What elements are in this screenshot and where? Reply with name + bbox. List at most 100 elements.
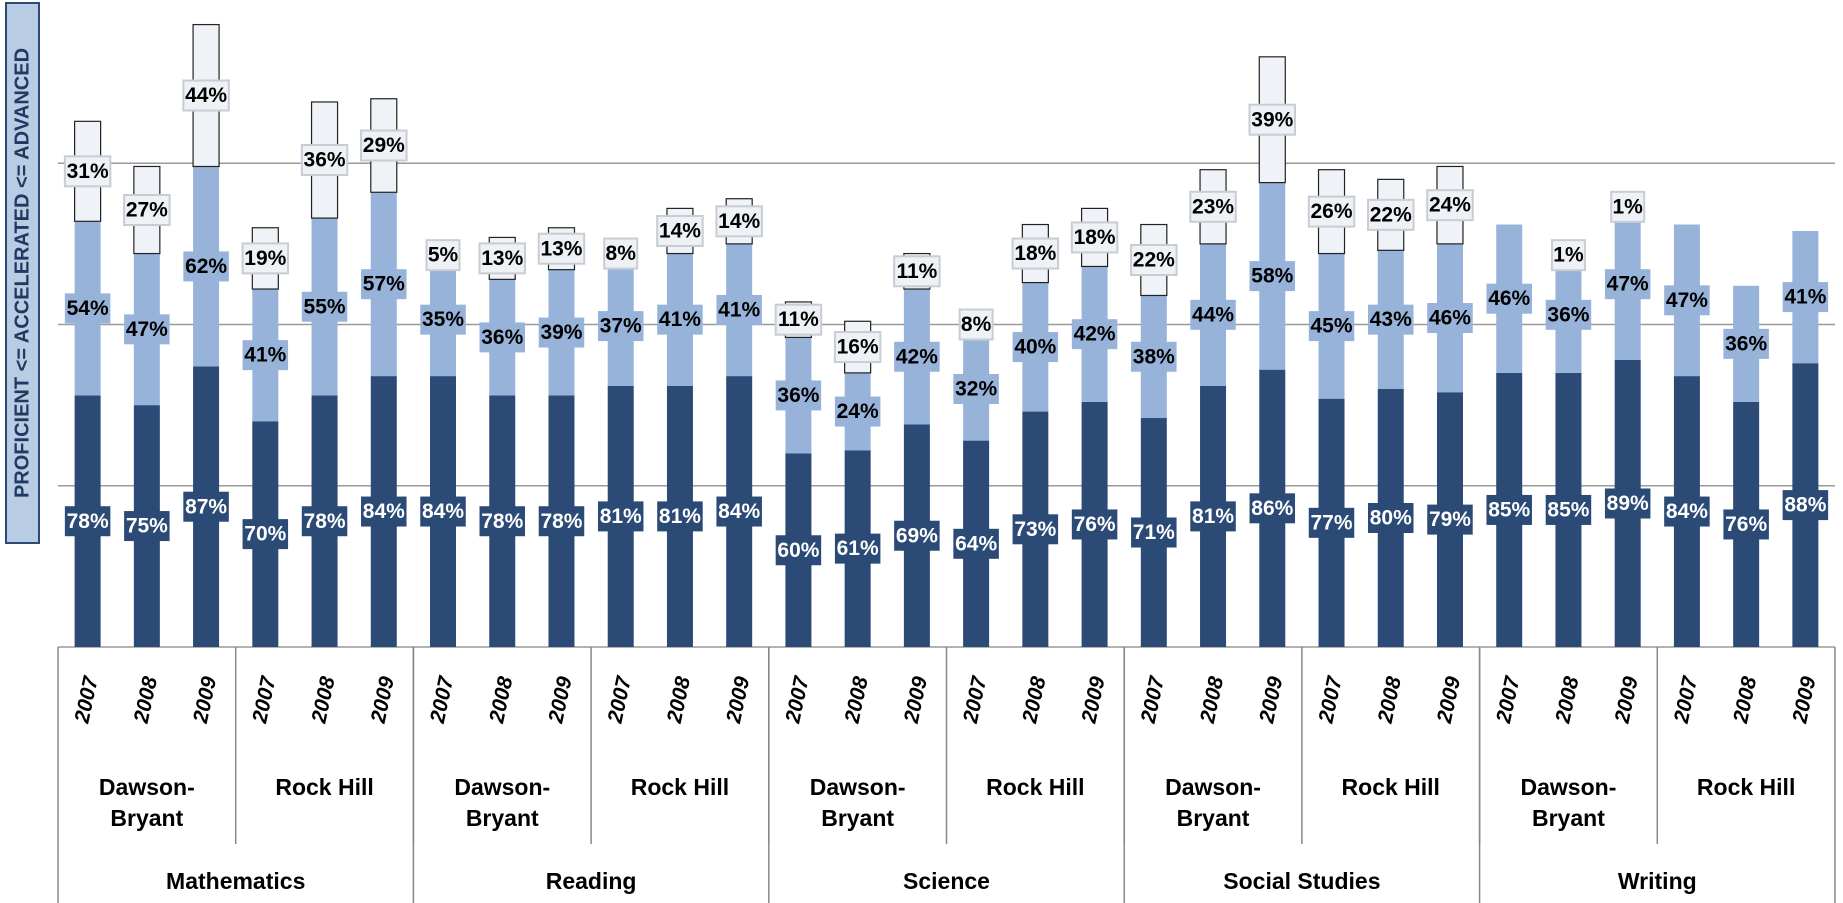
value-label-box bbox=[597, 311, 644, 342]
value-label-box bbox=[242, 340, 289, 371]
value-label-box bbox=[1604, 269, 1651, 300]
value-label-box bbox=[1486, 283, 1532, 314]
value-label-box bbox=[1426, 189, 1474, 222]
value-label-box bbox=[1610, 190, 1646, 223]
value-label-box bbox=[774, 303, 823, 336]
value-label: 78% bbox=[540, 510, 582, 533]
value-label-box bbox=[1368, 304, 1414, 335]
subject-label: Writing bbox=[1618, 868, 1697, 894]
value-label-box bbox=[1011, 237, 1060, 270]
school-label: Rock Hill bbox=[1341, 774, 1440, 800]
value-label: 41% bbox=[718, 299, 760, 322]
value-label: 24% bbox=[837, 400, 879, 423]
value-label-box bbox=[124, 314, 170, 345]
value-label: 46% bbox=[1488, 287, 1530, 310]
value-label: 47% bbox=[1607, 273, 1649, 296]
x-tick-label: 2007 bbox=[248, 673, 281, 726]
value-label-box bbox=[1782, 490, 1829, 521]
value-label-box bbox=[1427, 504, 1473, 535]
value-label: 18% bbox=[1014, 242, 1056, 265]
value-label: 43% bbox=[1370, 308, 1412, 331]
value-label-box bbox=[1308, 507, 1355, 538]
value-label: 32% bbox=[955, 378, 997, 401]
value-label: 44% bbox=[1192, 303, 1234, 326]
value-label: 36% bbox=[1547, 303, 1589, 326]
value-label-box bbox=[1071, 319, 1118, 350]
value-label-box bbox=[420, 496, 466, 527]
x-tick-label: 2008 bbox=[1018, 674, 1050, 726]
x-tick-label: 2009 bbox=[900, 674, 932, 726]
value-label: 89% bbox=[1607, 492, 1649, 515]
subject-label: Mathematics bbox=[166, 868, 305, 894]
x-tick-label: 2007 bbox=[1670, 673, 1703, 726]
value-label-box bbox=[953, 528, 999, 559]
value-label: 39% bbox=[1251, 108, 1293, 131]
value-label: 57% bbox=[363, 273, 405, 296]
value-label: 11% bbox=[778, 308, 819, 331]
value-label-box bbox=[479, 322, 525, 353]
value-label: 40% bbox=[1014, 336, 1056, 359]
value-label-box bbox=[657, 304, 703, 335]
value-label: 79% bbox=[1429, 508, 1471, 531]
value-label-box bbox=[1427, 303, 1473, 334]
x-tick-label: 2007 bbox=[70, 673, 103, 726]
value-label-box bbox=[301, 506, 348, 537]
value-label: 81% bbox=[600, 505, 642, 528]
x-tick-label: 2008 bbox=[1729, 674, 1761, 726]
value-label-box bbox=[1071, 509, 1118, 540]
x-tick-label: 2008 bbox=[1551, 674, 1583, 726]
value-label: 85% bbox=[1547, 498, 1589, 521]
value-label-box bbox=[479, 506, 525, 537]
x-tick-label: 2007 bbox=[1137, 673, 1170, 726]
value-label: 38% bbox=[1133, 345, 1175, 368]
value-label-box bbox=[894, 520, 940, 551]
value-label-box bbox=[1367, 198, 1415, 231]
value-label-box bbox=[1486, 494, 1532, 525]
value-label: 61% bbox=[837, 537, 879, 560]
value-label: 47% bbox=[1666, 289, 1708, 312]
value-label: 22% bbox=[1370, 203, 1412, 226]
value-label-box bbox=[538, 317, 585, 348]
x-tick-label: 2009 bbox=[1433, 674, 1465, 726]
value-label: 87% bbox=[185, 495, 227, 518]
value-label-box bbox=[1664, 496, 1710, 527]
value-label-box bbox=[1131, 517, 1177, 548]
value-label-box bbox=[425, 239, 461, 272]
value-label-box bbox=[301, 291, 348, 322]
value-label-box bbox=[1190, 299, 1236, 330]
value-label-box bbox=[1012, 332, 1059, 363]
value-label-box bbox=[63, 155, 112, 188]
x-tick-label: 2008 bbox=[663, 674, 695, 726]
value-label: 13% bbox=[481, 247, 523, 270]
value-label: 35% bbox=[422, 308, 464, 331]
value-label: 60% bbox=[777, 539, 819, 562]
value-label: 88% bbox=[1784, 494, 1826, 517]
value-label-box bbox=[64, 506, 111, 537]
value-label: 36% bbox=[1725, 332, 1767, 355]
value-label: 77% bbox=[1311, 511, 1353, 534]
school-label: Rock Hill bbox=[986, 774, 1085, 800]
value-label-box bbox=[716, 496, 762, 527]
value-label: 80% bbox=[1370, 507, 1412, 530]
value-label: 36% bbox=[777, 384, 819, 407]
school-label: Dawson- Bryant bbox=[98, 774, 195, 831]
value-label: 8% bbox=[961, 313, 992, 336]
value-label-box bbox=[1130, 244, 1178, 276]
value-label-box bbox=[537, 232, 586, 265]
value-label: 85% bbox=[1488, 498, 1530, 521]
value-label-box bbox=[538, 506, 585, 537]
value-label-box bbox=[1604, 488, 1651, 519]
value-label: 81% bbox=[659, 505, 701, 528]
value-label: 81% bbox=[1192, 505, 1234, 528]
value-label-box bbox=[775, 535, 822, 566]
value-label-box bbox=[833, 331, 882, 364]
value-label: 78% bbox=[67, 510, 109, 533]
x-tick-label: 2008 bbox=[130, 674, 162, 726]
school-label: Dawson- Bryant bbox=[1165, 774, 1261, 831]
value-label: 29% bbox=[363, 134, 405, 157]
value-label-box bbox=[1012, 514, 1059, 545]
school-label: Rock Hill bbox=[1696, 774, 1796, 800]
value-label: 27% bbox=[126, 199, 168, 222]
value-label-box bbox=[715, 205, 763, 238]
